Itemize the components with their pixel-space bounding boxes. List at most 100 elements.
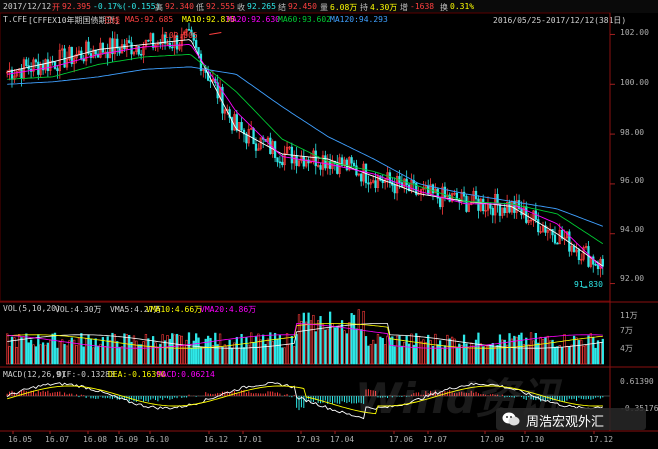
volume-bar	[479, 343, 482, 365]
volume-bar	[116, 341, 119, 365]
candle-body	[68, 46, 71, 60]
price-tick: 96.00	[620, 176, 645, 185]
volume-bar	[520, 332, 523, 365]
settle-value: 92.450	[288, 2, 317, 11]
candle-body	[302, 156, 305, 167]
volume-bar	[328, 311, 332, 365]
candle-body	[594, 264, 597, 266]
candle-body	[20, 68, 23, 79]
volume-bar	[525, 337, 528, 365]
symbol: T.CFE	[3, 15, 28, 24]
volume-bar	[132, 335, 136, 365]
volume-bar	[455, 346, 459, 365]
candle-body	[352, 162, 356, 167]
wechat-icon	[502, 412, 520, 426]
volume-bar	[190, 347, 193, 365]
volume-bar	[199, 346, 203, 365]
candle-body	[467, 204, 470, 212]
close-value: 92.265	[247, 2, 276, 11]
volume-bar	[238, 347, 241, 365]
candle-body	[321, 155, 325, 170]
volume-bar	[154, 342, 157, 365]
candle-body	[314, 150, 317, 167]
candle-body	[235, 114, 238, 131]
candle-body	[281, 161, 284, 166]
volume-bar	[44, 344, 47, 365]
dea-line	[7, 385, 603, 415]
vol-tick: 4万	[620, 344, 633, 353]
volume-bar	[247, 344, 250, 365]
volume-bar	[92, 347, 95, 365]
candle-body	[551, 229, 554, 236]
volume-bar	[568, 346, 571, 365]
date-tick: 17.07	[423, 435, 448, 444]
candle-body	[537, 219, 540, 233]
volume-bar	[10, 336, 14, 365]
candle-body	[211, 78, 215, 82]
price-tick: 94.00	[620, 225, 645, 234]
candle-body	[116, 38, 119, 49]
volume-bar	[563, 334, 566, 365]
candle-body	[13, 75, 16, 80]
candle-body	[381, 180, 384, 183]
volume-bar	[309, 320, 313, 365]
volume-label: 量	[320, 3, 328, 12]
volume-bar	[175, 333, 179, 365]
vma10-value: VMA10:4.66万	[146, 305, 203, 314]
volume-bar	[383, 344, 387, 365]
volume-bar	[80, 333, 83, 365]
candle-body	[544, 225, 547, 233]
candle-body	[505, 202, 509, 214]
candle-body	[601, 258, 604, 267]
volume-bar	[262, 334, 265, 365]
volume-bar	[297, 314, 301, 365]
candle-body	[575, 249, 578, 253]
volume-bar	[18, 334, 21, 365]
volume-bar	[305, 321, 308, 365]
volume-bar	[326, 328, 329, 365]
candle-body	[254, 143, 258, 151]
candle-body	[101, 42, 105, 53]
volume-bar	[242, 347, 246, 365]
candle-body	[89, 53, 93, 58]
volume-bar	[374, 343, 377, 365]
candle-body	[192, 32, 195, 41]
volume-bar	[96, 345, 100, 365]
volume-bar	[49, 339, 52, 365]
candle-body	[80, 50, 83, 60]
volume-bar	[558, 345, 561, 365]
volume-bar	[312, 314, 315, 365]
volume-bar	[41, 342, 45, 365]
volume-bar	[360, 329, 363, 365]
volume-bar	[465, 343, 468, 365]
candle-body	[570, 245, 573, 252]
volume-bar	[195, 333, 198, 365]
volume-bar	[295, 334, 298, 365]
volume-bar	[185, 339, 188, 365]
vma20-value: VMA20:4.86万	[200, 305, 257, 314]
candle-body	[41, 64, 45, 71]
candle-body	[431, 184, 435, 194]
candle-body	[436, 188, 439, 199]
volume-bar	[56, 347, 59, 365]
candle-body	[427, 185, 430, 195]
volume-bar	[171, 333, 174, 365]
volume-bar	[458, 343, 461, 365]
volume-bar	[352, 314, 356, 365]
volume-bar	[197, 337, 200, 365]
volume-bar	[22, 336, 26, 365]
date-tick: 17.09	[480, 435, 505, 444]
settle-label: 结	[278, 3, 286, 12]
macd-value: MACD:0.06214	[157, 370, 215, 379]
volume-bar	[422, 339, 425, 365]
candle-body	[491, 207, 494, 216]
candle-body	[135, 46, 138, 53]
open-label: 开	[52, 3, 60, 12]
volume-bar	[345, 333, 348, 365]
candle-body	[288, 146, 291, 149]
volume-bar	[113, 334, 116, 365]
volume-bar	[104, 346, 107, 365]
volume-bar	[517, 334, 521, 365]
candle-body	[348, 157, 351, 171]
